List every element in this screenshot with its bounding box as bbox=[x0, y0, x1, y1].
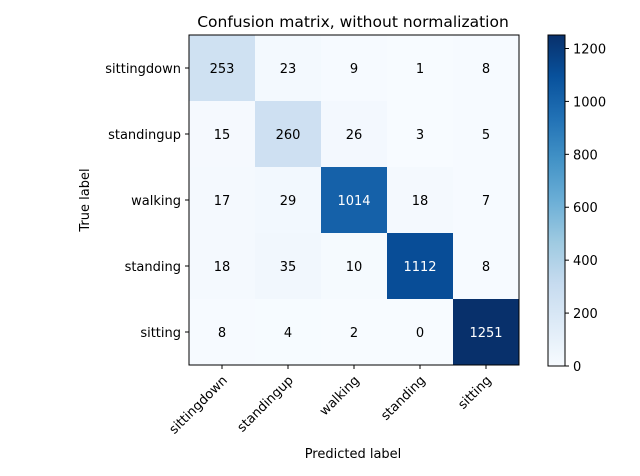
cell-value-label: 8 bbox=[482, 260, 490, 275]
x-tick-label: walking bbox=[317, 373, 363, 419]
cell-value-label: 17 bbox=[214, 194, 231, 209]
matrix-cell bbox=[321, 101, 388, 168]
matrix-cell-labels: 253 23 9 1 815 260 26 3 517 29 1014 18 718 35 10 1112 88… bbox=[210, 62, 503, 341]
matrix-cell bbox=[387, 35, 454, 102]
cell-value-label: 18 bbox=[214, 260, 231, 275]
matrix-cells bbox=[189, 35, 520, 366]
matrix-cell bbox=[321, 167, 388, 234]
x-axis-ticks: sittingdown standingup walking standing sitt… bbox=[167, 365, 495, 437]
cell-value-label: 0 bbox=[416, 326, 424, 341]
matrix-cell bbox=[189, 35, 256, 102]
cell-value-label: 9 bbox=[350, 62, 358, 77]
cell-value-label: 29 bbox=[280, 194, 297, 209]
matrix-cell bbox=[387, 233, 454, 300]
y-tick-label: sittingdown bbox=[105, 62, 181, 77]
x-tick-label: sitting bbox=[455, 373, 494, 412]
matrix-cell bbox=[255, 299, 322, 366]
x-tick-label: standingup bbox=[235, 373, 297, 435]
matrix-cell bbox=[453, 299, 520, 366]
y-axis-label: True label bbox=[78, 168, 93, 232]
colorbar-tick-label: 800 bbox=[573, 148, 598, 163]
matrix-cell bbox=[387, 167, 454, 234]
y-axis-ticks: sittingdown standingup walking standing sitt… bbox=[105, 62, 189, 341]
y-tick-label: standingup bbox=[108, 128, 181, 143]
cell-value-label: 15 bbox=[214, 128, 231, 143]
cell-value-label: 10 bbox=[346, 260, 363, 275]
matrix-cell bbox=[387, 101, 454, 168]
matrix-cell bbox=[255, 167, 322, 234]
colorbar-tick-label: 600 bbox=[573, 201, 598, 216]
cell-value-label: 1014 bbox=[337, 194, 370, 209]
cell-value-label: 26 bbox=[346, 128, 363, 143]
cell-value-label: 7 bbox=[482, 194, 490, 209]
x-tick-label: standing bbox=[378, 373, 429, 424]
cell-value-label: 35 bbox=[280, 260, 297, 275]
chart-title: Confusion matrix, without normalization bbox=[197, 13, 509, 31]
cell-value-label: 260 bbox=[276, 128, 301, 143]
cell-value-label: 4 bbox=[284, 326, 292, 341]
colorbar bbox=[547, 34, 566, 367]
cell-value-label: 18 bbox=[412, 194, 429, 209]
colorbar-tick-label: 0 bbox=[573, 360, 581, 375]
cell-value-label: 3 bbox=[416, 128, 424, 143]
cell-value-label: 1 bbox=[416, 62, 424, 77]
matrix-cell bbox=[453, 35, 520, 102]
colorbar-tick-label: 1000 bbox=[573, 95, 606, 110]
colorbar-ticks: 0 200 400 600 800 1000 1200 bbox=[565, 42, 606, 375]
matrix-cell bbox=[189, 101, 256, 168]
matrix-cell bbox=[189, 167, 256, 234]
matrix-cell bbox=[321, 35, 388, 102]
matrix-cell bbox=[255, 233, 322, 300]
y-tick-label: walking bbox=[131, 194, 181, 209]
cell-value-label: 253 bbox=[210, 62, 235, 77]
matrix-cell bbox=[453, 233, 520, 300]
cell-value-label: 5 bbox=[482, 128, 490, 143]
cell-value-label: 23 bbox=[280, 62, 297, 77]
matrix-cell bbox=[387, 299, 454, 366]
colorbar-tick-label: 400 bbox=[573, 254, 598, 269]
colorbar-tick-label: 200 bbox=[573, 307, 598, 322]
matrix-cell bbox=[189, 299, 256, 366]
cell-value-label: 1251 bbox=[469, 326, 502, 341]
matrix-cell bbox=[255, 35, 322, 102]
matrix-cell bbox=[321, 233, 388, 300]
colorbar-tick-label: 1200 bbox=[573, 42, 606, 57]
matrix-cell bbox=[453, 167, 520, 234]
x-axis-label: Predicted label bbox=[305, 447, 402, 462]
matrix-cell bbox=[453, 101, 520, 168]
y-tick-label: standing bbox=[125, 260, 181, 275]
x-tick-label: sittingdown bbox=[167, 373, 231, 437]
cell-value-label: 2 bbox=[350, 326, 358, 341]
cell-value-label: 8 bbox=[482, 62, 490, 77]
matrix-cell bbox=[189, 233, 256, 300]
matrix-cell bbox=[321, 299, 388, 366]
matrix-cell bbox=[255, 101, 322, 168]
y-tick-label: sitting bbox=[140, 326, 181, 341]
cell-value-label: 1112 bbox=[403, 260, 436, 275]
cell-value-label: 8 bbox=[218, 326, 226, 341]
